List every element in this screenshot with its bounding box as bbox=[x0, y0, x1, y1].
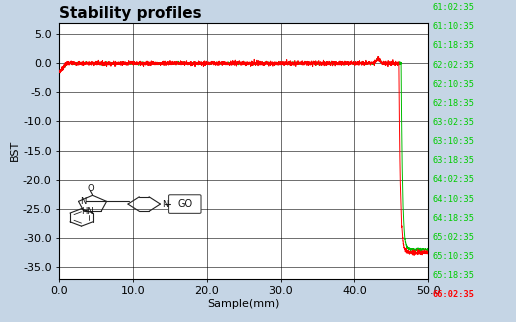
Text: HN: HN bbox=[81, 207, 94, 216]
Text: GO: GO bbox=[177, 199, 192, 209]
Text: 65:02:35: 65:02:35 bbox=[432, 233, 474, 242]
Text: 63:02:35: 63:02:35 bbox=[432, 118, 474, 127]
Text: 64:02:35: 64:02:35 bbox=[432, 175, 474, 185]
Text: 65:18:35: 65:18:35 bbox=[432, 271, 474, 280]
Text: 61:10:35: 61:10:35 bbox=[432, 22, 474, 31]
Text: N: N bbox=[80, 197, 86, 206]
Text: O: O bbox=[87, 184, 93, 193]
Text: 64:18:35: 64:18:35 bbox=[432, 214, 474, 223]
Text: Stability profiles: Stability profiles bbox=[59, 6, 202, 21]
Text: 62:02:35: 62:02:35 bbox=[432, 61, 474, 70]
Text: 63:10:35: 63:10:35 bbox=[432, 137, 474, 146]
Text: 62:18:35: 62:18:35 bbox=[432, 99, 474, 108]
Y-axis label: BST: BST bbox=[10, 140, 20, 161]
Text: 63:18:35: 63:18:35 bbox=[432, 156, 474, 165]
Text: 66:02:35: 66:02:35 bbox=[432, 290, 474, 299]
Text: 61:02:35: 61:02:35 bbox=[432, 3, 474, 12]
Text: 65:10:35: 65:10:35 bbox=[432, 252, 474, 261]
Text: N: N bbox=[162, 200, 168, 209]
Text: 61:18:35: 61:18:35 bbox=[432, 42, 474, 51]
Text: 64:10:35: 64:10:35 bbox=[432, 194, 474, 204]
FancyBboxPatch shape bbox=[169, 195, 201, 213]
X-axis label: Sample(mm): Sample(mm) bbox=[207, 299, 280, 309]
Text: 62:10:35: 62:10:35 bbox=[432, 80, 474, 89]
